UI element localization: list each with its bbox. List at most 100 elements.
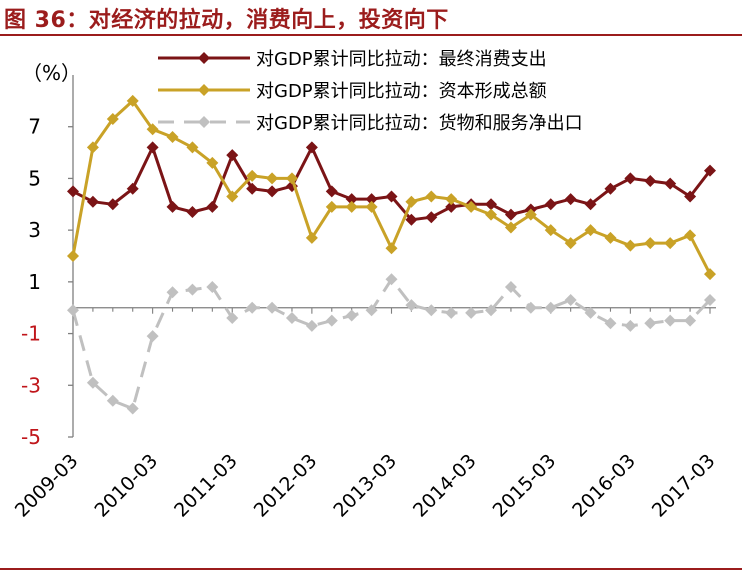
legend-marker [198, 116, 210, 128]
series-point [365, 193, 378, 206]
bottom-rule [0, 568, 742, 570]
y-tick-label: -3 [21, 373, 41, 397]
legend-marker [198, 84, 210, 96]
series-point [445, 193, 458, 206]
series-1 [67, 141, 716, 226]
series-point [584, 224, 597, 237]
x-tick-label: 2012-03 [250, 450, 322, 522]
series-point [704, 293, 716, 306]
chart-legend: 对GDP累计同比拉动：最终消费支出对GDP累计同比拉动：资本形成总额对GDP累计… [158, 49, 583, 134]
series-point [504, 221, 517, 234]
series-point [186, 206, 199, 219]
series-point [106, 198, 119, 211]
series-point [266, 185, 279, 198]
series-point [67, 185, 79, 198]
x-tick-label: 2016-03 [568, 450, 640, 522]
series-point [266, 172, 279, 185]
series-point [345, 193, 358, 206]
series-point [564, 193, 577, 206]
series-point [684, 190, 697, 203]
series-point [206, 281, 219, 294]
series-point [485, 304, 498, 317]
series-2 [67, 94, 716, 281]
series-point [106, 112, 119, 125]
series-point [67, 250, 79, 262]
series-point [166, 131, 179, 144]
series-point [704, 164, 716, 177]
series-point [445, 200, 458, 213]
series-point [664, 314, 677, 327]
series-point [86, 195, 99, 208]
series-point [504, 208, 517, 221]
x-tick-label: 2017-03 [648, 450, 720, 522]
series-point [126, 182, 139, 195]
series-point [485, 198, 498, 211]
series-point [246, 182, 259, 195]
x-tick-label: 2013-03 [329, 450, 401, 522]
series-point [644, 237, 657, 250]
series-point [325, 314, 338, 327]
series-point [524, 208, 537, 221]
series-point [285, 312, 298, 325]
legend-label: 对GDP累计同比拉动：资本形成总额 [256, 81, 547, 102]
series-line [72, 145, 712, 222]
series-point [126, 402, 139, 415]
series-point [664, 237, 677, 250]
series-point [166, 200, 179, 213]
x-tick-label: 2011-03 [170, 450, 242, 522]
series-point [246, 301, 259, 314]
series-point [405, 195, 418, 208]
series-point [146, 123, 159, 136]
x-tick-label: 2009-03 [11, 450, 83, 522]
legend-item: 对GDP累计同比拉动：资本形成总额 [158, 81, 547, 102]
series-point [704, 268, 716, 281]
chart-series [67, 94, 716, 415]
series-point [644, 175, 657, 188]
legend-label: 对GDP累计同比拉动：货物和服务净出口 [256, 113, 583, 134]
series-point [226, 190, 239, 203]
figure-title: 图 36：对经济的拉动，消费向上，投资向下 [4, 8, 449, 33]
y-axis-unit-label: （%） [22, 61, 81, 85]
legend-label: 对GDP累计同比拉动：最终消费支出 [256, 49, 547, 70]
series-point [325, 185, 338, 198]
series-point [445, 306, 458, 319]
title-rule [0, 34, 742, 36]
series-point [246, 169, 259, 182]
series-point [604, 317, 617, 330]
series-point [624, 239, 637, 252]
series-point [186, 141, 199, 154]
series-point [126, 94, 139, 107]
series-point [564, 237, 577, 250]
series-point [166, 286, 179, 299]
series-point [385, 190, 398, 203]
series-point [385, 273, 398, 286]
series-point [385, 242, 398, 255]
series-point [485, 208, 498, 221]
series-point [604, 182, 617, 195]
series-point [146, 141, 159, 154]
y-tick-label: -5 [21, 425, 41, 449]
series-point [365, 304, 378, 317]
series-point [465, 306, 478, 319]
series-point [345, 200, 358, 213]
legend-item: 对GDP累计同比拉动：货物和服务净出口 [158, 113, 583, 134]
series-point [266, 301, 279, 314]
series-point [524, 301, 537, 314]
series-point [544, 198, 557, 211]
series-point [405, 299, 418, 312]
y-tick-label: 5 [28, 166, 41, 190]
x-tick-label: 2014-03 [409, 450, 481, 522]
series-point [226, 312, 239, 325]
series-3 [67, 273, 716, 415]
series-point [604, 231, 617, 244]
x-tick-label: 2015-03 [489, 450, 561, 522]
series-point [285, 172, 298, 185]
y-tick-label: 7 [28, 115, 41, 139]
x-tick-label: 2010-03 [90, 450, 162, 522]
series-point [325, 200, 338, 213]
y-tick-label: 3 [28, 218, 41, 242]
series-point [664, 177, 677, 190]
legend-item: 对GDP累计同比拉动：最终消费支出 [158, 49, 547, 70]
